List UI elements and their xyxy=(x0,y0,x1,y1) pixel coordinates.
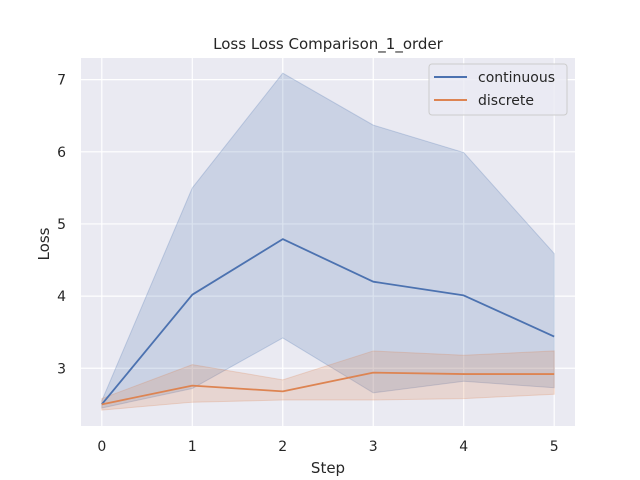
legend: continuous discrete xyxy=(428,63,568,116)
x-tick-label: 3 xyxy=(369,439,378,455)
y-axis-label: Loss xyxy=(35,227,53,260)
legend-label-discrete: discrete xyxy=(478,93,534,109)
y-tick-label: 6 xyxy=(57,145,66,161)
band-continuous xyxy=(101,72,555,409)
x-tick-label: 4 xyxy=(459,439,468,455)
y-tick-label: 7 xyxy=(57,73,66,89)
line-discrete xyxy=(101,371,555,406)
x-tick-label: 0 xyxy=(97,439,106,455)
legend-label-continuous: continuous xyxy=(478,70,555,86)
y-tick-label: 4 xyxy=(57,289,66,305)
confidence-bands xyxy=(101,72,555,411)
x-tick-labels: 0 1 2 3 4 5 xyxy=(97,439,558,455)
line-continuous xyxy=(101,238,555,405)
band-discrete xyxy=(101,350,555,411)
x-axis-label: Step xyxy=(311,459,345,477)
x-tick-label: 5 xyxy=(550,439,559,455)
y-tick-label: 3 xyxy=(57,361,66,377)
y-tick-label: 5 xyxy=(57,217,66,233)
chart-title: Loss Loss Comparison_1_order xyxy=(213,35,444,54)
series-lines xyxy=(101,238,555,406)
y-tick-labels: 3 4 5 6 7 xyxy=(57,73,66,378)
x-tick-label: 2 xyxy=(278,439,287,455)
x-tick-label: 1 xyxy=(188,439,197,455)
plot-area xyxy=(81,58,575,426)
